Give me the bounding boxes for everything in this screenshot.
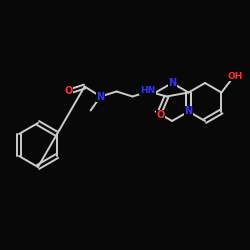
Text: N: N [96,92,104,102]
Text: N: N [184,106,192,117]
Text: O: O [64,86,73,97]
Text: O: O [156,110,165,120]
Text: HN: HN [140,86,155,95]
Text: N: N [168,78,176,88]
Text: OH: OH [228,72,243,81]
